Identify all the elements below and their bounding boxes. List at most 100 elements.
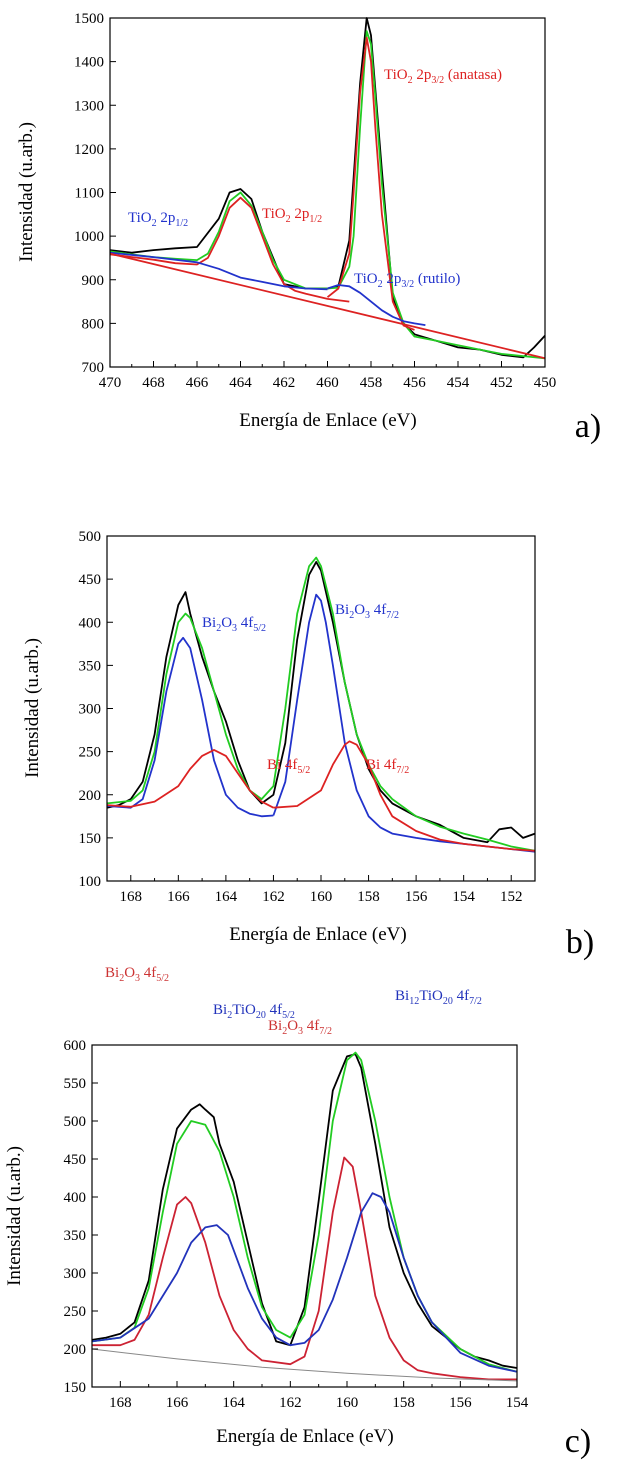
y-tick-label: 350 <box>79 658 102 674</box>
annotation-part: 5/2 <box>156 973 169 984</box>
annotation-part: TiO <box>384 67 408 83</box>
annotation-part: 2 <box>378 279 383 290</box>
y-tick-label: 400 <box>64 1190 87 1206</box>
x-tick-label: 160 <box>336 1395 359 1411</box>
annotation-part: Bi <box>202 615 216 631</box>
annotation-part: 5/2 <box>282 1010 295 1021</box>
x-tick-label: 156 <box>449 1395 472 1411</box>
x-tick-label: 154 <box>506 1395 529 1411</box>
y-tick-label: 700 <box>82 360 105 376</box>
series-tio2-2p1-2-rutilo- <box>109 251 328 291</box>
y-tick-label: 1500 <box>74 11 104 27</box>
series-envelope <box>109 30 546 360</box>
x-tick-label: 460 <box>316 375 339 391</box>
annotation-part: O <box>354 602 365 618</box>
annotation-part: Bi <box>105 965 119 981</box>
annotation-part: 3/2 <box>401 279 414 290</box>
panel-label: b) <box>566 924 594 961</box>
x-tick-label: 466 <box>186 375 209 391</box>
annotation-part: 2p <box>157 210 176 226</box>
annotation-part: 20 <box>256 1010 266 1021</box>
annotation-label: TiO2 2p3/2 (rutilo) <box>354 271 460 290</box>
annotation-part: 2 <box>282 1026 287 1037</box>
annotation-part: Bi 4f <box>366 757 396 773</box>
series-tio2-2p1-2-anatasa- <box>109 196 350 303</box>
annotation-part: 12 <box>409 996 419 1007</box>
annotation-part: Bi <box>213 1002 227 1018</box>
x-tick-label: 458 <box>360 375 383 391</box>
x-tick-label: 168 <box>109 1395 132 1411</box>
x-tick-label: 456 <box>403 375 426 391</box>
annotation-label: Bi2TiO20 4f5/2 <box>213 1002 295 1021</box>
series-bi2o3-4f5-2 <box>92 1156 517 1381</box>
annotation-part: TiO <box>262 206 286 222</box>
annotation-label: Bi2O3 4f5/2 <box>105 965 169 984</box>
panel-label: c) <box>565 1423 591 1460</box>
annotation-label: Bi2O3 4f5/2 <box>202 615 266 634</box>
annotation-part: 2 <box>349 610 354 621</box>
annotation-label: TiO2 2p3/2 (anatasa) <box>384 67 502 86</box>
annotation-part: TiO <box>419 988 443 1004</box>
y-tick-label: 250 <box>64 1304 87 1320</box>
series-envelope <box>106 556 536 852</box>
series-bi2o3-4f5-2 <box>106 636 274 818</box>
x-tick-label: 158 <box>357 889 380 905</box>
annotation-part: (anatasa) <box>444 67 502 83</box>
series-tio2-2p3-2-anatasa- <box>326 36 415 331</box>
y-tick-label: 600 <box>64 1038 87 1054</box>
y-tick-label: 1100 <box>75 186 104 202</box>
annotation-part: 3 <box>365 610 370 621</box>
annotation-part: 2 <box>152 218 157 229</box>
y-tick-label: 350 <box>64 1228 87 1244</box>
panel-3: 168 166 164 162 160 158 156 154 150 200 250 300 350 4… <box>4 965 591 1460</box>
x-tick-label: 166 <box>166 1395 189 1411</box>
annotation-part: 7/2 <box>396 765 409 776</box>
annotation-part: 3/2 <box>431 75 444 86</box>
annotation-part: 3 <box>135 973 140 984</box>
y-tick-label: 500 <box>64 1114 87 1130</box>
annotation-part: 2p <box>383 271 402 287</box>
x-axis-title: Energía de Enlace (eV) <box>229 924 406 945</box>
x-tick-label: 164 <box>222 1395 245 1411</box>
series-bi2o3-4f7-2 <box>272 593 536 853</box>
annotation-label: TiO2 2p1/2 <box>262 206 322 225</box>
x-tick-label: 154 <box>452 889 475 905</box>
annotation-label: Bi2O3 4f7/2 <box>268 1018 332 1037</box>
plot-frame <box>106 535 536 882</box>
x-tick-label: 160 <box>310 889 333 905</box>
plot-frame <box>91 1044 518 1388</box>
panel-label: a) <box>575 408 601 445</box>
annotation-part: 4f <box>370 602 386 618</box>
y-tick-label: 550 <box>64 1076 87 1092</box>
annotation-part: 7/2 <box>386 610 399 621</box>
x-tick-label: 464 <box>229 375 252 391</box>
y-tick-label: 900 <box>82 273 105 289</box>
annotation-part: TiO <box>232 1002 256 1018</box>
x-tick-label: 158 <box>392 1395 415 1411</box>
annotation-part: 3 <box>298 1026 303 1037</box>
y-tick-label: 1300 <box>74 98 104 114</box>
y-tick-label: 500 <box>79 529 102 545</box>
annotation-part: 2 <box>216 623 221 634</box>
annotation-part: 5/2 <box>253 623 266 634</box>
y-tick-label: 300 <box>79 702 102 718</box>
y-tick-label: 150 <box>79 831 102 847</box>
annotation-part: 4f <box>140 965 156 981</box>
annotation-part: 2 <box>119 973 124 984</box>
annotation-part: 3 <box>232 623 237 634</box>
x-tick-label: 470 <box>99 375 122 391</box>
annotation-part: Bi 4f <box>267 757 297 773</box>
y-axis-title: Intensidad (u.arb.) <box>16 122 37 262</box>
annotation-part: 2 <box>286 214 291 225</box>
annotation-part: 4f <box>303 1018 319 1034</box>
annotation-part: 4f <box>237 615 253 631</box>
series-background <box>91 1348 518 1382</box>
series-experimental <box>91 1053 518 1369</box>
x-tick-label: 164 <box>215 889 238 905</box>
annotation-part: Bi <box>395 988 409 1004</box>
x-tick-label: 166 <box>167 889 190 905</box>
x-tick-label: 168 <box>120 889 143 905</box>
x-tick-label: 452 <box>490 375 513 391</box>
x-tick-label: 462 <box>273 375 296 391</box>
